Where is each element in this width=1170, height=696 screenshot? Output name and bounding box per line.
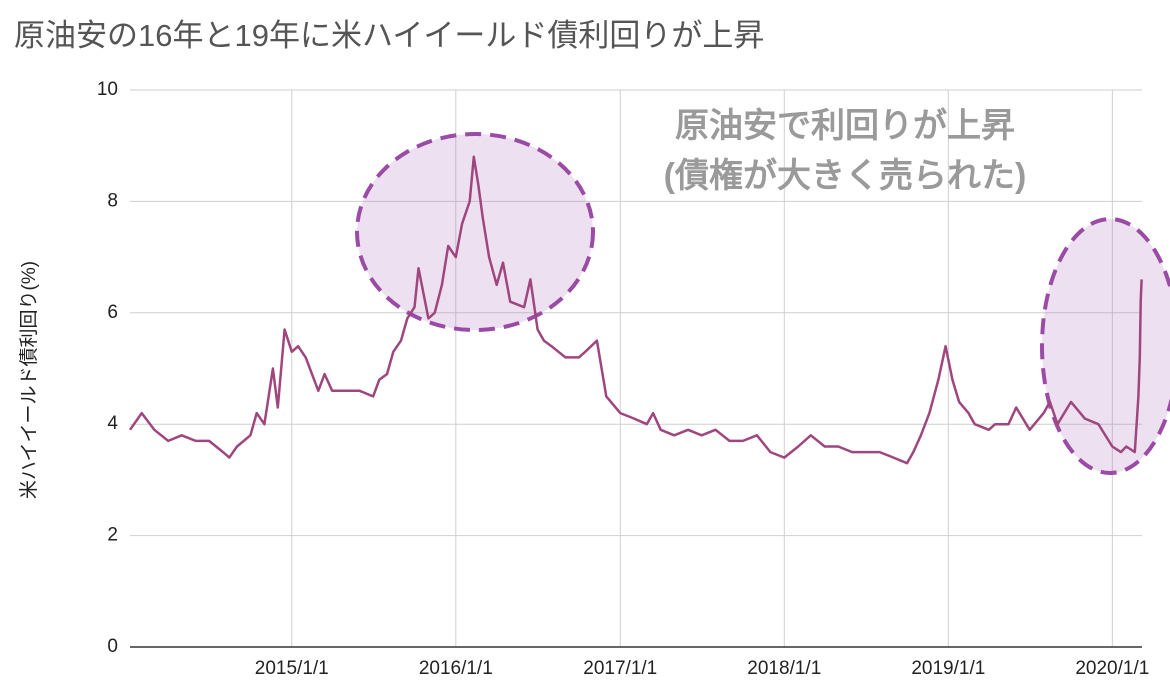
chart-title: 原油安の16年と19年に米ハイイールド債利回りが上昇 (14, 18, 764, 53)
y-tick-label: 6 (107, 302, 118, 323)
y-tick-label: 4 (107, 413, 118, 434)
x-tick-label: 2015/1/1 (255, 658, 329, 679)
x-tick-label: 2020/1/1 (1075, 658, 1149, 679)
x-tick-label: 2018/1/1 (747, 658, 821, 679)
y-tick-label: 2 (107, 525, 118, 546)
x-tick-label: 2016/1/1 (419, 658, 493, 679)
y-tick-label: 8 (107, 190, 118, 211)
x-tick-label: 2019/1/1 (911, 658, 985, 679)
y-axis-title: 米ハイイールド債利回り(%) (18, 261, 40, 499)
data-line (128, 155, 1143, 465)
y-tick-label: 10 (97, 79, 118, 100)
x-tick-label: 2017/1/1 (583, 658, 657, 679)
annotation: 原油安で利回りが上昇 (675, 107, 1015, 145)
annotation: (債権が大きく売られた) (664, 157, 1027, 195)
y-tick-label: 0 (107, 636, 118, 657)
